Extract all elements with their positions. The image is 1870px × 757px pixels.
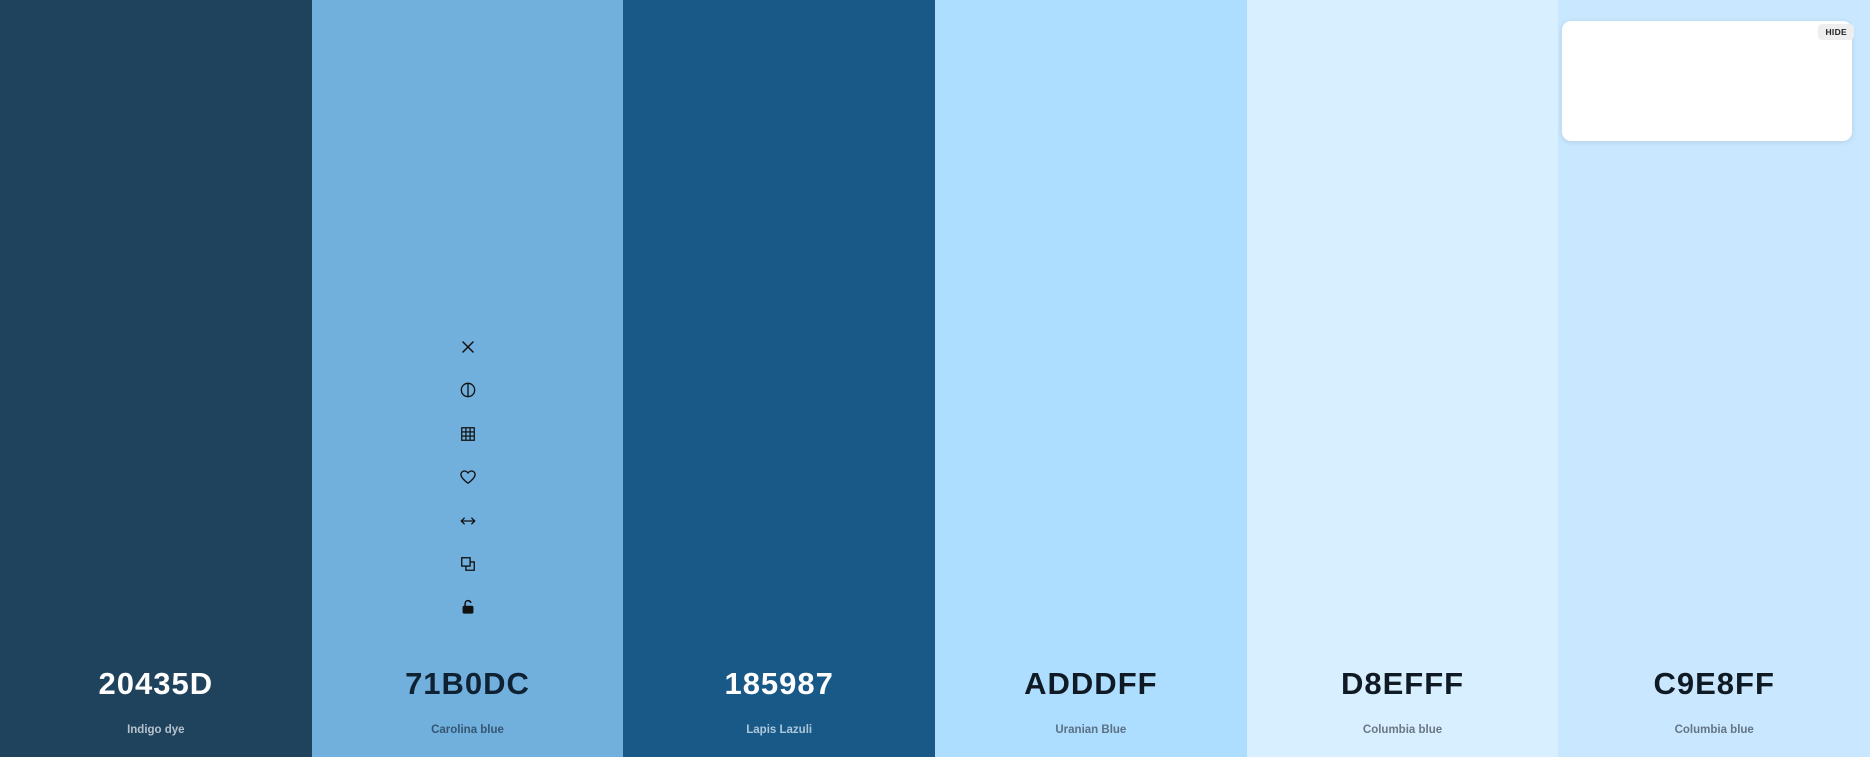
info-popup: HIDE [1562,21,1854,141]
swatch-hex-code[interactable]: 71B0DC [405,666,530,701]
heart-icon [459,470,476,485]
swatch-2[interactable]: 71B0DC Carolina blue [311,0,624,757]
remove-color-button[interactable] [451,330,485,364]
swatch-color-name: Columbia blue [1674,724,1754,736]
swatch-hex-code[interactable]: ADDDFF [1024,666,1158,701]
view-grid-button[interactable] [451,417,485,451]
swatch-hex-code[interactable]: D8EFFF [1340,666,1465,701]
lock-color-button[interactable] [451,590,485,624]
save-color-button[interactable] [451,460,485,494]
swatch-color-name: Indigo dye [127,724,185,736]
drag-horizontal-icon [460,516,475,525]
unlock-icon [462,600,473,615]
swatch-1[interactable]: 20435D Indigo dye [0,0,312,757]
swatch-toolbar [312,330,624,634]
swatch-4[interactable]: ADDDFF Uranian Blue [935,0,1247,757]
swatch-color-name: Carolina blue [431,724,504,736]
grid-icon [460,426,475,441]
swatch-hex-code[interactable]: C9E8FF [1653,666,1775,701]
swatch-hex-code[interactable]: 20435D [98,666,214,701]
swatch-hex-code[interactable]: 185987 [724,666,834,701]
drag-handle[interactable] [451,504,485,538]
swatch-color-name: Columbia blue [1362,724,1443,736]
swatch-5[interactable]: D8EFFF Columbia blue [1246,0,1559,757]
close-icon [461,341,474,353]
copy-icon [460,557,475,571]
swatch-color-name: Uranian Blue [1055,724,1127,736]
swatch-3[interactable]: 185987 Lapis Lazuli [623,0,936,757]
view-shades-button[interactable] [451,373,485,407]
copy-hex-button[interactable] [451,547,485,581]
hide-button[interactable]: HIDE [1818,24,1854,40]
swatch-color-name: Lapis Lazuli [746,724,813,736]
contrast-icon [460,383,475,398]
